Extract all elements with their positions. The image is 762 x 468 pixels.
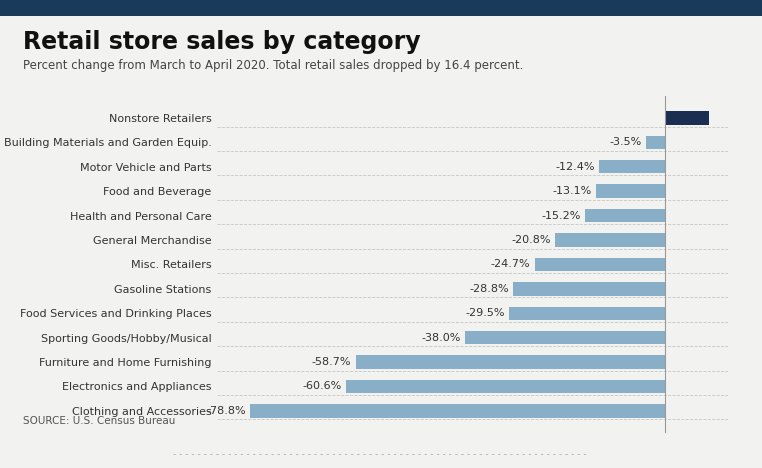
Bar [584, 209, 664, 222]
Bar [664, 111, 709, 124]
Text: - - - - - - - - - - - - - - - - - - - - - - - - - - - - - - - - - - - - - - - - : - - - - - - - - - - - - - - - - - - - - … [173, 450, 589, 460]
Text: Percent change from March to April 2020. Total retail sales dropped by 16.4 perc: Percent change from March to April 2020.… [23, 58, 523, 72]
Bar [555, 234, 664, 247]
Bar [346, 380, 664, 393]
Bar [465, 331, 664, 344]
Text: -60.6%: -60.6% [303, 381, 341, 391]
Text: -38.0%: -38.0% [421, 333, 460, 343]
Text: -20.8%: -20.8% [511, 235, 551, 245]
Bar [596, 184, 664, 198]
Text: -15.2%: -15.2% [541, 211, 581, 220]
Bar [599, 160, 664, 174]
Text: -13.1%: -13.1% [552, 186, 591, 196]
Text: -58.7%: -58.7% [312, 357, 351, 367]
Bar [646, 136, 664, 149]
Text: -12.4%: -12.4% [555, 162, 595, 172]
Bar [356, 355, 664, 369]
Bar [535, 258, 664, 271]
Text: -78.8%: -78.8% [206, 406, 245, 416]
Bar [509, 307, 664, 320]
Text: -3.5%: -3.5% [610, 138, 642, 147]
Text: SOURCE: U.S. Census Bureau: SOURCE: U.S. Census Bureau [23, 416, 175, 426]
Text: -24.7%: -24.7% [491, 259, 530, 270]
Text: Retail store sales by category: Retail store sales by category [23, 30, 421, 54]
Text: -28.8%: -28.8% [469, 284, 509, 294]
Text: -29.5%: -29.5% [466, 308, 505, 318]
Bar [513, 282, 664, 295]
Bar [250, 404, 664, 417]
